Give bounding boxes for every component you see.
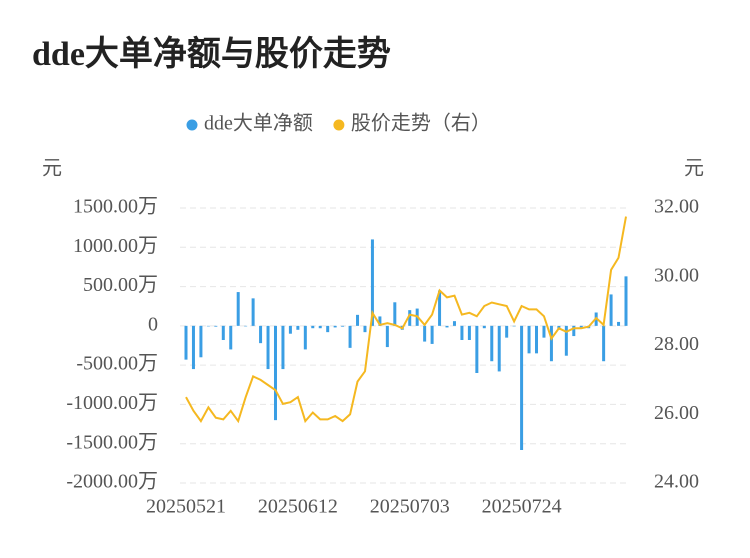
bar <box>408 310 412 326</box>
bar <box>505 325 509 338</box>
x-tick-label: 20250724 <box>482 496 562 518</box>
bar <box>229 325 233 350</box>
legend-label: dde大单净额 <box>204 112 313 135</box>
x-tick-label: 20250521 <box>146 496 226 518</box>
bar <box>370 239 374 326</box>
bar <box>341 325 345 327</box>
y2-axis-label: 元 <box>684 158 704 180</box>
bar <box>348 325 352 348</box>
bar <box>385 325 389 348</box>
bar <box>564 325 568 356</box>
bar <box>452 321 456 326</box>
bar <box>244 325 248 327</box>
y2-tick-label: 32.00 <box>654 196 699 218</box>
bar <box>251 298 255 326</box>
bar <box>191 325 195 370</box>
bar <box>236 292 240 326</box>
bar <box>221 325 225 340</box>
bar <box>512 325 516 327</box>
bar <box>296 325 300 330</box>
y2-tick-label: 28.00 <box>654 333 699 355</box>
y-tick-label: 1000.00万 <box>73 235 158 257</box>
x-tick-label: 20250703 <box>370 496 450 518</box>
bar <box>527 325 531 354</box>
bar <box>259 325 263 344</box>
bar <box>311 325 315 329</box>
bar <box>542 325 546 338</box>
y-tick-label: -1500.00万 <box>66 431 158 453</box>
legend-marker <box>333 119 345 131</box>
bar <box>438 290 442 326</box>
bar <box>602 325 606 362</box>
bar <box>214 325 218 327</box>
y2-tick-label: 30.00 <box>654 264 699 286</box>
bar <box>281 325 285 370</box>
bar <box>356 314 360 326</box>
y2-tick-label: 26.00 <box>654 402 699 424</box>
bar <box>266 325 270 370</box>
bar <box>520 325 524 450</box>
bar <box>393 302 397 326</box>
bar <box>549 325 553 362</box>
bar <box>535 325 539 354</box>
bar <box>467 325 471 340</box>
bar <box>206 325 210 327</box>
bar <box>490 325 494 362</box>
bar <box>482 325 486 329</box>
bar <box>460 325 464 340</box>
bar <box>363 325 367 333</box>
bar <box>288 325 292 334</box>
bar <box>617 321 621 326</box>
y-axis-label: 元 <box>42 158 62 180</box>
legend-marker <box>186 119 198 131</box>
y-tick-label: -2000.00万 <box>66 471 158 493</box>
bar <box>430 325 434 344</box>
bar <box>475 325 479 373</box>
bar <box>378 316 382 326</box>
y-tick-label: -500.00万 <box>76 353 158 375</box>
bar <box>273 325 277 421</box>
price-line <box>185 216 627 424</box>
y2-tick-label: 24.00 <box>654 471 699 493</box>
bar <box>199 325 203 358</box>
y-tick-label: 0 <box>148 313 158 335</box>
y-tick-label: 500.00万 <box>83 274 158 296</box>
bar <box>572 325 576 337</box>
chart-title: dde大单净额与股价走势 <box>32 35 391 73</box>
x-tick-label: 20250612 <box>258 496 338 518</box>
bar <box>445 325 449 328</box>
y-tick-label: -1000.00万 <box>66 392 158 414</box>
y-tick-label: 1500.00万 <box>73 196 158 218</box>
bar <box>333 325 337 328</box>
bar <box>609 294 613 326</box>
bar <box>184 325 188 360</box>
bar <box>579 325 583 328</box>
bar <box>497 325 501 372</box>
bar <box>423 325 427 342</box>
bar <box>624 276 628 326</box>
legend-label: 股价走势（右） <box>351 112 491 135</box>
bar <box>326 325 330 333</box>
bar <box>303 325 307 350</box>
bar <box>318 325 322 329</box>
